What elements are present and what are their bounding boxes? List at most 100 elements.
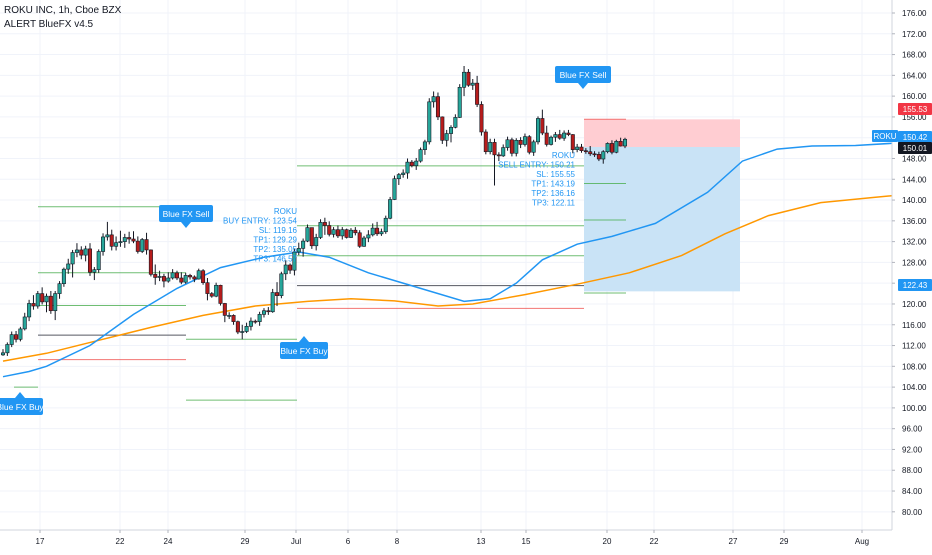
- candle-body-down: [357, 232, 362, 247]
- trade-label-line: BUY ENTRY: 123.54: [223, 217, 298, 226]
- candle-body-up: [0, 352, 6, 356]
- candle: [509, 137, 514, 157]
- candle-body-up: [157, 276, 162, 278]
- price-tick-label: 172.00: [902, 30, 927, 39]
- candle-body-up: [27, 303, 32, 318]
- candle-body-down: [335, 229, 340, 237]
- candle: [383, 215, 388, 234]
- candle: [540, 109, 545, 136]
- price-tick-label: 176.00: [902, 9, 927, 18]
- candle: [222, 302, 227, 323]
- candle: [196, 268, 201, 280]
- candle-body-down: [201, 270, 206, 283]
- trade-label-line: TP1: 143.19: [531, 180, 575, 189]
- price-tick-label: 128.00: [902, 258, 927, 267]
- candle: [231, 314, 236, 325]
- candle-body-down: [618, 141, 623, 147]
- candle-body-up: [283, 264, 288, 275]
- candle-body-up: [74, 249, 79, 253]
- candle: [466, 69, 471, 87]
- price-tick-label: 112.00: [902, 342, 926, 351]
- time-tick-label: 29: [780, 537, 789, 546]
- signal-tag-box: [280, 342, 328, 359]
- candle-body-up: [362, 237, 367, 247]
- candle-body-up: [166, 277, 171, 282]
- price-badge-label: ROKU: [873, 132, 896, 141]
- candle-body-up: [614, 141, 619, 153]
- candle-body-down: [231, 315, 236, 322]
- candle-body-up: [83, 248, 88, 256]
- candle: [457, 84, 462, 118]
- candle: [0, 349, 6, 356]
- candle: [462, 65, 467, 97]
- candle-body-down: [148, 249, 153, 275]
- candle: [118, 230, 123, 247]
- candle: [27, 299, 32, 322]
- trade-label-line: TP2: 135.05: [253, 245, 297, 254]
- candle: [227, 312, 232, 320]
- price-axis[interactable]: 80.00 84.00 88.00 92.00 96.00 100.00 104.00 108…: [891, 0, 932, 550]
- candle: [596, 151, 601, 162]
- signal-tag-sell[interactable]: Blue FX Sell: [159, 205, 213, 228]
- time-tick-label: 22: [116, 537, 125, 546]
- candle: [449, 125, 454, 143]
- signal-tag-buy[interactable]: Blue FX Buy: [0, 392, 44, 415]
- candle-body-up: [340, 229, 345, 237]
- candle-body-up: [244, 326, 249, 332]
- candle: [66, 258, 71, 274]
- candle: [48, 290, 53, 314]
- candle-body-down: [596, 154, 601, 160]
- candle: [327, 221, 332, 237]
- time-axis-bg: [0, 530, 892, 550]
- candle-body-up: [101, 236, 106, 252]
- candle-body-up: [96, 251, 101, 270]
- candle-body-up: [370, 227, 375, 236]
- candle-body-down: [527, 136, 532, 153]
- candle: [96, 249, 101, 273]
- price-tick-label: 136.00: [902, 217, 927, 226]
- signal-tag-buy[interactable]: Blue FX Buy: [280, 336, 328, 359]
- candle-body-up: [118, 241, 123, 243]
- candle-body-up: [22, 316, 27, 330]
- price-tick-label: 156.00: [902, 113, 927, 122]
- price-tick-label: 140.00: [902, 196, 927, 205]
- candle: [74, 243, 79, 258]
- candle: [609, 140, 614, 155]
- candle: [496, 152, 501, 162]
- candle: [322, 217, 327, 235]
- candle-body-up: [575, 146, 580, 150]
- candle: [414, 157, 419, 170]
- signal-tag-sell[interactable]: Blue FX Sell: [555, 66, 611, 89]
- candle-body-down: [209, 293, 214, 297]
- candle: [348, 228, 353, 238]
- trade-label-line: SELL ENTRY: 150.21: [498, 161, 575, 170]
- candle: [362, 235, 367, 247]
- candle: [388, 196, 393, 220]
- signal-tag-label: Blue FX Buy: [0, 402, 44, 412]
- candle: [340, 227, 345, 240]
- signal-tag-pointer: [578, 83, 588, 89]
- time-axis[interactable]: 17 22 24 29 Jul 6 8 13 15 20 22 27 29 Aug: [0, 529, 892, 550]
- price-tick-label: 100.00: [902, 404, 927, 413]
- candle-body-down: [131, 238, 136, 242]
- candle: [57, 281, 62, 299]
- candle: [92, 267, 97, 281]
- candle: [583, 148, 588, 154]
- price-tick-label: 92.00: [902, 445, 923, 454]
- trade-label-line: ROKU: [274, 207, 297, 216]
- candle: [183, 272, 188, 284]
- candle: [622, 137, 627, 149]
- trade-label-line: TP3: 122.11: [532, 199, 576, 208]
- price-tick-label: 144.00: [902, 175, 927, 184]
- candle: [44, 293, 49, 313]
- candle: [505, 136, 510, 151]
- price-tick-label: 88.00: [902, 466, 923, 475]
- candle-body-up: [383, 217, 388, 233]
- trade-label-line: SL: 155.55: [536, 170, 575, 179]
- candle-body-up: [92, 269, 97, 273]
- candle-body-down: [188, 275, 193, 278]
- candle: [588, 146, 593, 156]
- candle-body-up: [431, 96, 436, 103]
